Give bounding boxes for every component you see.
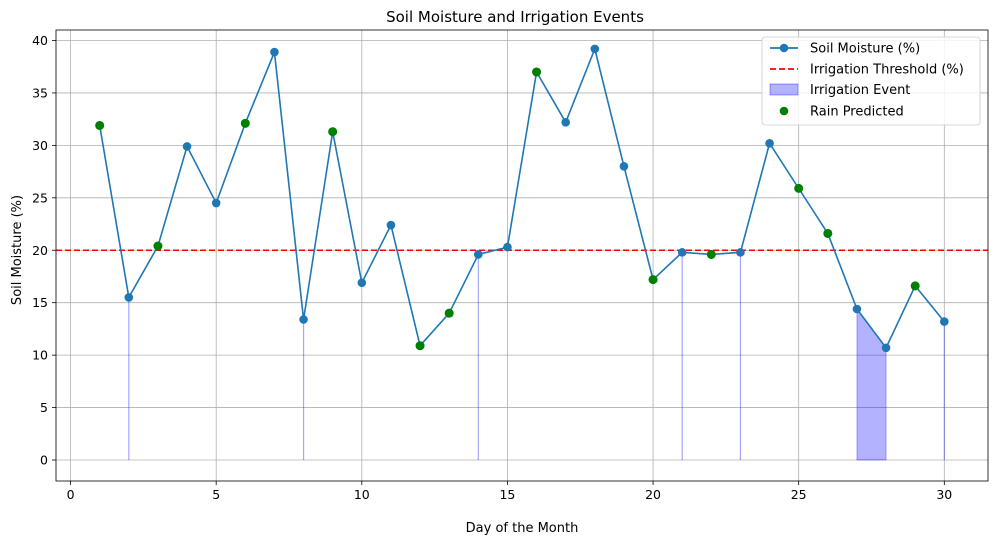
rain-predicted-point	[823, 228, 833, 238]
rain-predicted-point	[444, 308, 454, 318]
y-tick-label: 10	[32, 348, 48, 363]
moisture-point	[940, 317, 949, 326]
moisture-point	[881, 343, 891, 353]
moisture-point	[503, 242, 512, 252]
y-tick-label: 35	[32, 85, 48, 100]
x-axis-ticks: 0 5 10 15 20 25 30	[67, 481, 952, 502]
rain-predicted-point	[648, 275, 658, 285]
legend-moisture-marker	[779, 43, 789, 53]
moisture-point	[561, 117, 570, 127]
moisture-point	[211, 198, 221, 208]
rain-points-layer	[95, 67, 920, 351]
y-tick-label: 20	[32, 243, 48, 258]
moisture-point	[677, 248, 687, 257]
y-tick-label: 15	[32, 295, 48, 310]
moisture-point	[299, 315, 308, 324]
moisture-point	[765, 138, 774, 148]
moisture-point	[736, 248, 745, 257]
legend-item-threshold: Irrigation Threshold (%)	[770, 63, 964, 78]
rain-predicted-point	[240, 118, 250, 128]
irrigation-event-area	[856, 307, 887, 461]
rain-predicted-point	[95, 120, 105, 130]
moisture-point	[386, 220, 396, 230]
rain-predicted-point	[910, 281, 920, 291]
moisture-point	[619, 162, 629, 171]
moisture-point	[182, 142, 192, 151]
x-tick-label: 20	[645, 487, 661, 502]
plot-frame	[55, 29, 989, 482]
y-tick-label: 0	[40, 453, 48, 468]
rain-predicted-point	[794, 183, 804, 193]
y-tick-label: 40	[32, 33, 48, 48]
x-axis-label: Day of the Month	[466, 521, 579, 536]
moisture-point	[270, 47, 279, 57]
rain-predicted-point	[415, 341, 425, 351]
moisture-point	[124, 293, 134, 302]
moisture-point	[357, 278, 367, 288]
moisture-point	[474, 250, 483, 259]
x-tick-label: 5	[212, 487, 220, 502]
x-tick-label: 0	[67, 487, 75, 502]
x-tick-label: 25	[791, 487, 807, 502]
legend: Soil Moisture (%) Irrigation Threshold (…	[761, 36, 981, 126]
x-tick-label: 30	[936, 487, 952, 502]
legend-label-irrigation: Irrigation Event	[810, 83, 910, 98]
moisture-point	[852, 304, 862, 314]
legend-item-moisture: Soil Moisture (%)	[770, 42, 920, 57]
rain-predicted-point	[328, 127, 338, 137]
y-tick-label: 25	[32, 190, 48, 205]
y-axis-label: Soil Moisture (%)	[10, 195, 25, 305]
legend-item-rain: Rain Predicted	[779, 105, 904, 120]
moisture-line-layer	[98, 46, 945, 350]
rain-predicted-point	[706, 249, 716, 259]
legend-label-rain: Rain Predicted	[810, 105, 904, 120]
x-tick-label: 15	[499, 487, 515, 502]
y-tick-label: 5	[40, 400, 48, 415]
rain-predicted-point	[532, 67, 542, 77]
irrigation-fill-layer	[128, 252, 945, 461]
y-axis-ticks: 0 5 10 15 20 25 30 35 40	[32, 33, 56, 468]
legend-item-irrigation: Irrigation Event	[769, 83, 910, 98]
rain-predicted-point	[153, 241, 163, 251]
legend-label-threshold: Irrigation Threshold (%)	[810, 63, 964, 78]
moisture-point	[590, 44, 600, 54]
legend-box	[761, 36, 981, 126]
y-tick-label: 30	[32, 138, 48, 153]
legend-label-moisture: Soil Moisture (%)	[810, 42, 920, 57]
legend-rain-marker	[779, 106, 789, 116]
moisture-line	[98, 46, 945, 350]
chart-title: Soil Moisture and Irrigation Events	[386, 8, 644, 26]
x-tick-label: 10	[354, 487, 370, 502]
